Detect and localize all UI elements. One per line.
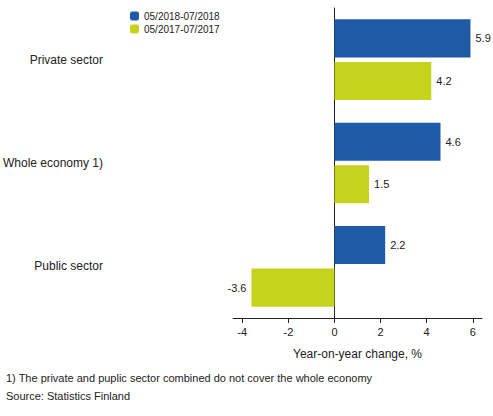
svg-text:0: 0 bbox=[331, 326, 337, 338]
svg-text:05/2017-07/2017: 05/2017-07/2017 bbox=[144, 24, 220, 35]
svg-text:05/2018-07/2018: 05/2018-07/2018 bbox=[144, 11, 220, 22]
svg-text:-3.6: -3.6 bbox=[228, 282, 247, 294]
svg-text:2: 2 bbox=[378, 326, 384, 338]
svg-text:-2: -2 bbox=[283, 326, 293, 338]
svg-text:-4: -4 bbox=[237, 326, 247, 338]
svg-text:6: 6 bbox=[470, 326, 476, 338]
svg-text:Year-on-year change, %: Year-on-year change, % bbox=[293, 347, 422, 361]
svg-text:5.9: 5.9 bbox=[475, 32, 490, 44]
svg-text:Source: Statistics Finland: Source: Statistics Finland bbox=[6, 390, 130, 402]
svg-text:Private sector: Private sector bbox=[30, 53, 103, 67]
svg-text:Whole economy 1): Whole economy 1) bbox=[3, 156, 103, 170]
svg-text:1.5: 1.5 bbox=[374, 178, 389, 190]
svg-text:Public sector: Public sector bbox=[34, 259, 103, 273]
svg-text:4.6: 4.6 bbox=[446, 136, 461, 148]
svg-text:4.2: 4.2 bbox=[436, 75, 451, 87]
svg-text:1) The private and puplic sect: 1) The private and puplic sector combine… bbox=[6, 372, 373, 384]
svg-text:4: 4 bbox=[424, 326, 430, 338]
svg-text:2.2: 2.2 bbox=[390, 239, 405, 251]
